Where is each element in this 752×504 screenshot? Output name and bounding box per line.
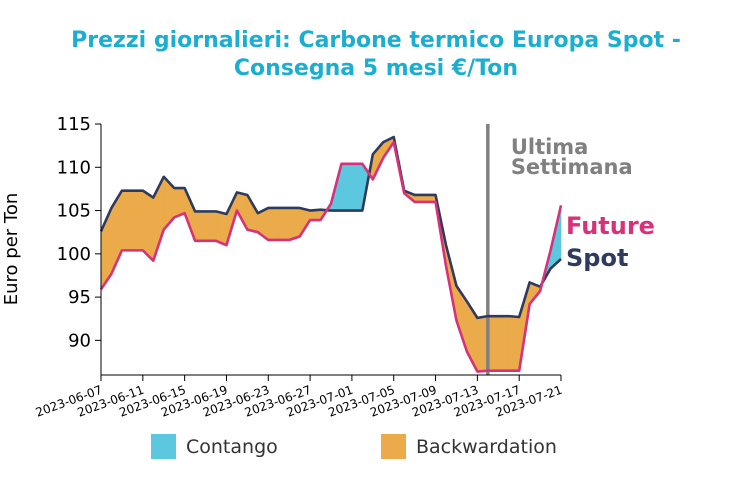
spot-line bbox=[99, 135, 562, 320]
y-tick-label: 110 bbox=[57, 157, 91, 178]
backwardation-area bbox=[267, 207, 280, 241]
chart-title: Prezzi giornalieri: Carbone termico Euro… bbox=[71, 28, 681, 81]
backwardation-area bbox=[278, 207, 290, 241]
chart-title-line-1: Prezzi giornalieri: Carbone termico Euro… bbox=[71, 28, 681, 53]
legend: Contango Backwardation bbox=[151, 434, 557, 459]
chart-title-line-2: Consegna 5 mesi €/Ton bbox=[234, 56, 518, 81]
spot-end-label: Spot bbox=[566, 244, 628, 272]
y-axis-label: Euro per Ton bbox=[1, 193, 22, 306]
contango-area bbox=[341, 163, 353, 211]
backwardation-area bbox=[194, 211, 206, 242]
backwardation-area bbox=[288, 207, 300, 241]
legend-swatch bbox=[151, 434, 176, 459]
backwardation-area bbox=[247, 193, 259, 233]
backwardation-area bbox=[132, 190, 144, 251]
series-end-labels: Future Spot bbox=[566, 212, 655, 272]
y-tick-label: 95 bbox=[68, 287, 91, 308]
contango-area bbox=[351, 163, 363, 211]
last-week-label: Ultima bbox=[511, 135, 589, 159]
y-tick-label: 115 bbox=[57, 114, 91, 135]
y-tick-label: 90 bbox=[68, 330, 91, 351]
legend-label: Contango bbox=[186, 436, 278, 458]
series-lines bbox=[99, 135, 563, 373]
backwardation-area bbox=[508, 315, 520, 371]
future-end-label: Future bbox=[566, 212, 655, 240]
y-tick-label: 100 bbox=[57, 244, 91, 265]
future-line bbox=[99, 140, 563, 373]
backwardation-area bbox=[121, 190, 133, 251]
legend-label: Backwardation bbox=[416, 436, 557, 458]
y-tick-label: 105 bbox=[57, 201, 91, 222]
backwardation-area bbox=[497, 315, 510, 371]
last-week-label: Settimana bbox=[511, 155, 633, 179]
backwardation-area bbox=[205, 211, 217, 242]
fill-areas bbox=[100, 136, 562, 372]
legend-swatch bbox=[381, 434, 406, 459]
